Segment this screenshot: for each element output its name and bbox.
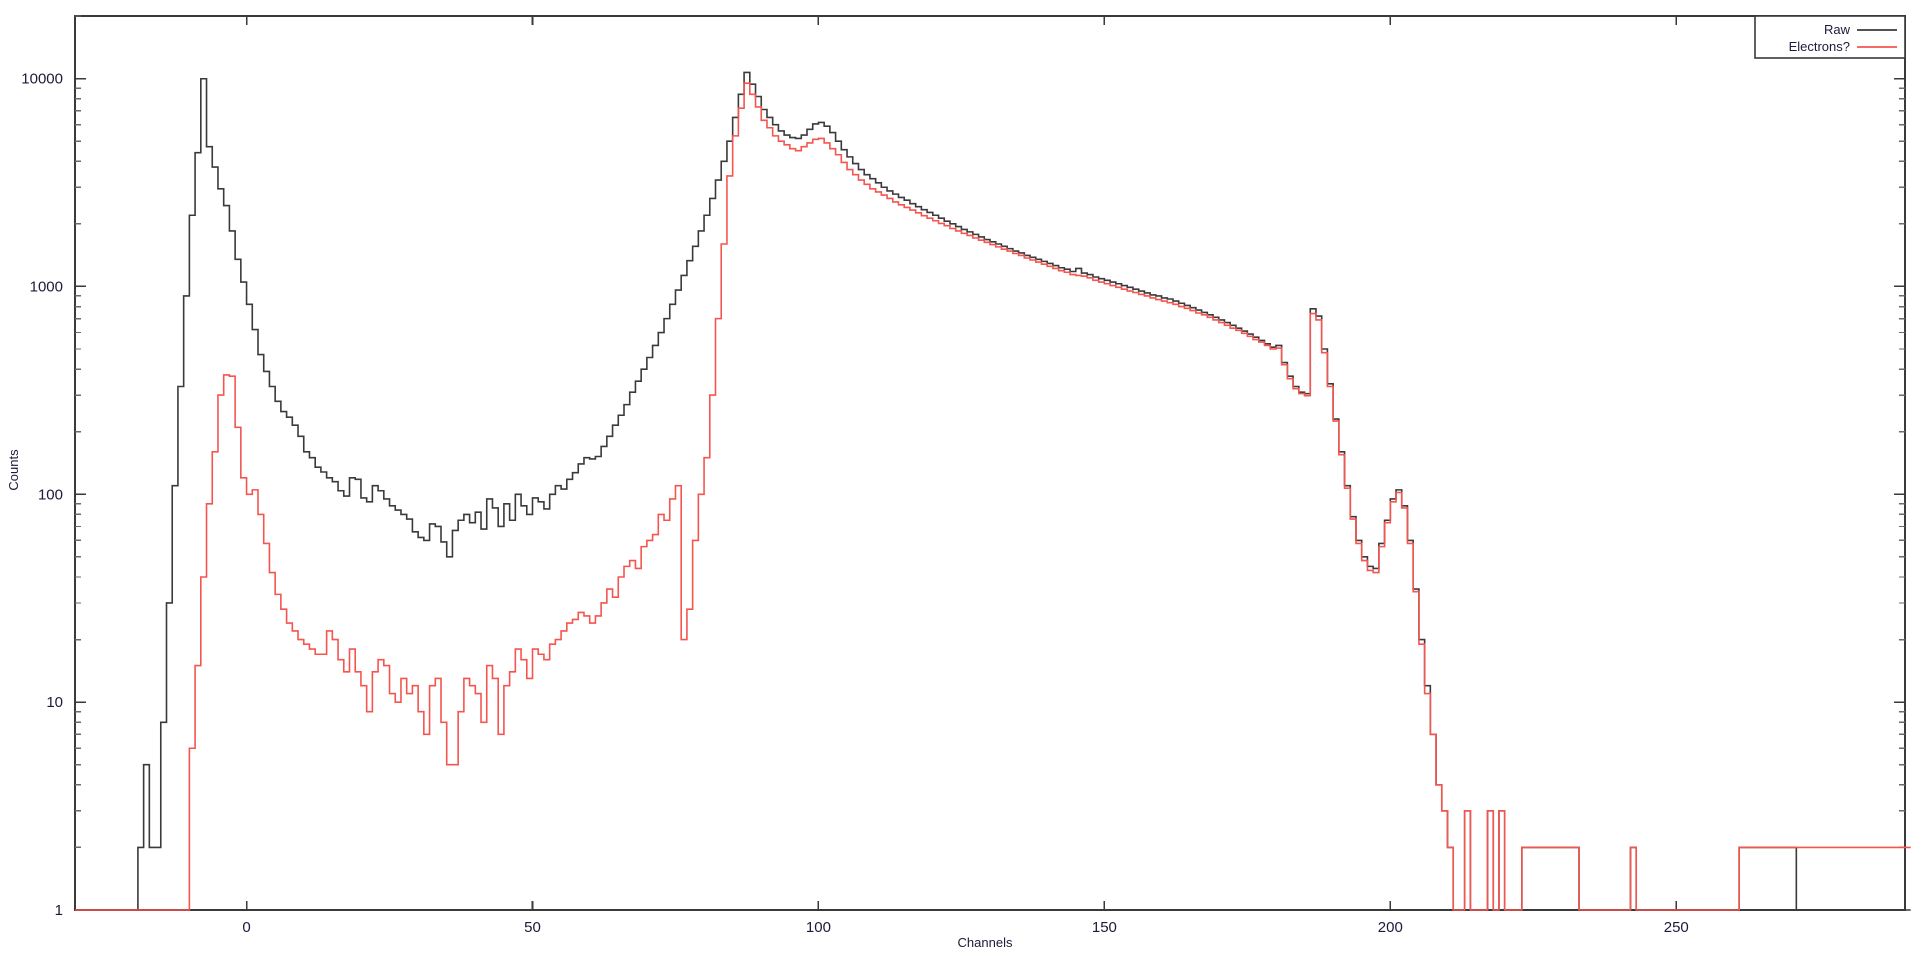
y-axis-title: Counts bbox=[6, 449, 21, 491]
chart-legend[interactable]: Raw Electrons? bbox=[1754, 15, 1906, 59]
y-tick-label: 1000 bbox=[30, 278, 63, 295]
x-axis-tick-labels: 0 50 100 150 200 250 bbox=[242, 919, 1688, 936]
y-axis-tick-labels: 1 10 100 1000 10000 bbox=[21, 71, 63, 919]
x-tick-label: 50 bbox=[524, 919, 541, 936]
x-tick-label: 0 bbox=[242, 919, 250, 936]
x-tick-label: 150 bbox=[1092, 919, 1117, 936]
y-tick-label: 100 bbox=[38, 486, 63, 503]
y-tick-label: 10 bbox=[46, 694, 63, 711]
y-tick-label: 1 bbox=[55, 902, 63, 919]
plot-frame bbox=[73, 14, 1907, 912]
x-tick-label: 100 bbox=[806, 919, 831, 936]
x-axis-title: Channels bbox=[958, 935, 1013, 950]
x-axis-ticks bbox=[245, 16, 1678, 910]
x-tick-label: 200 bbox=[1378, 919, 1403, 936]
data-series-group bbox=[75, 71, 1911, 911]
legend-label: Electrons? bbox=[1789, 39, 1850, 54]
series-electrons bbox=[75, 82, 1911, 911]
y-axis-ticks bbox=[75, 15, 1905, 911]
legend-label: Raw bbox=[1824, 22, 1851, 37]
y-tick-label: 10000 bbox=[21, 71, 63, 88]
series-raw bbox=[75, 71, 1911, 911]
x-tick-label: 250 bbox=[1664, 919, 1689, 936]
